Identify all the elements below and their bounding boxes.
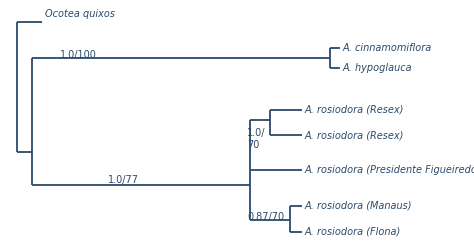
Text: 0.87/70: 0.87/70 (247, 212, 284, 222)
Text: A. cinnamomiflora: A. cinnamomiflora (343, 43, 432, 53)
Text: 1.0/
70: 1.0/ 70 (247, 128, 265, 150)
Text: A. rosiodora (Flona): A. rosiodora (Flona) (305, 227, 401, 237)
Text: 1.0/77: 1.0/77 (108, 175, 139, 185)
Text: A. rosiodora (Resex): A. rosiodora (Resex) (305, 105, 404, 115)
Text: 1.0/100: 1.0/100 (60, 50, 97, 60)
Text: A. hypoglauca: A. hypoglauca (343, 63, 413, 73)
Text: A. rosiodora (Resex): A. rosiodora (Resex) (305, 130, 404, 140)
Text: A. rosiodora (Manaus): A. rosiodora (Manaus) (305, 201, 412, 211)
Text: Ocotea quixos: Ocotea quixos (45, 9, 115, 19)
Text: A. rosiodora (Presidente Figueiredo): A. rosiodora (Presidente Figueiredo) (305, 165, 474, 175)
